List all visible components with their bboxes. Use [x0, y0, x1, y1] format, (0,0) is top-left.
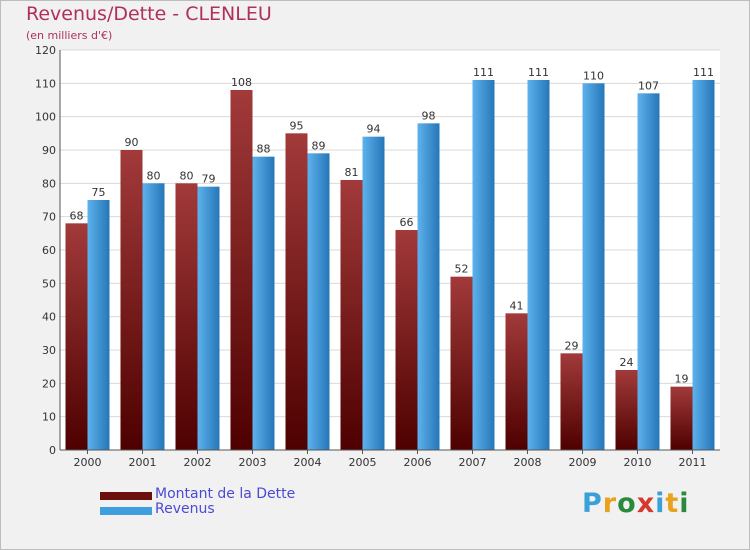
revenus-bar [527, 80, 550, 450]
y-tick-label: 120 [35, 44, 56, 57]
y-tick-label: 80 [42, 177, 56, 190]
proxiti-logo: Proxiti [582, 488, 690, 519]
revenus-bar [87, 200, 110, 450]
data-label: 79 [202, 173, 216, 186]
x-tick-label: 2008 [514, 456, 542, 469]
y-tick-label: 20 [42, 377, 56, 390]
x-tick-label: 2004 [294, 456, 322, 469]
revenus-bar [472, 80, 495, 450]
data-label: 75 [92, 186, 106, 199]
debt-bar [65, 223, 88, 450]
x-tick-label: 2003 [239, 456, 267, 469]
data-label: 24 [620, 356, 634, 369]
debt-bar [340, 180, 363, 450]
logo-letter: i [679, 488, 690, 519]
logo-letter: P [582, 488, 603, 519]
x-tick-label: 2010 [624, 456, 652, 469]
legend-label-revenus: Revenus [155, 501, 215, 517]
data-label: 19 [675, 373, 689, 386]
logo-letter: t [665, 488, 680, 519]
legend-swatch-debt [100, 492, 152, 500]
debt-bar [450, 276, 473, 450]
x-tick-label: 2005 [349, 456, 377, 469]
logo-letter: x [636, 488, 656, 519]
y-tick-label: 90 [42, 144, 56, 157]
revenus-bar [637, 93, 660, 450]
x-tick-label: 2007 [459, 456, 487, 469]
logo-letter: i [655, 488, 666, 519]
debt-bar [230, 90, 253, 450]
y-tick-label: 0 [49, 444, 56, 457]
revenus-bar [142, 183, 165, 451]
data-label: 108 [231, 76, 252, 89]
data-label: 66 [400, 216, 414, 229]
chart-title: Revenus/Dette - CLENLEU [26, 3, 272, 25]
x-tick-label: 2006 [404, 456, 432, 469]
data-label: 111 [528, 66, 549, 79]
data-label: 95 [290, 119, 304, 132]
y-tick-label: 70 [42, 211, 56, 224]
y-tick-label: 60 [42, 244, 56, 257]
y-tick-label: 110 [35, 77, 56, 90]
revenus-bar [197, 186, 220, 450]
legend-swatch-revenus [100, 507, 152, 515]
data-label: 29 [565, 339, 579, 352]
bars [65, 80, 715, 451]
x-tick-label: 2011 [679, 456, 707, 469]
y-tick-label: 50 [42, 277, 56, 290]
debt-bar [285, 133, 308, 451]
debt-bar [615, 370, 638, 450]
debt-bar [670, 386, 693, 450]
x-tick-label: 2009 [569, 456, 597, 469]
data-label: 111 [693, 66, 714, 79]
data-label: 52 [455, 263, 469, 276]
legend-label-debt: Montant de la Dette [155, 486, 296, 502]
debt-bar [505, 313, 528, 450]
revenus-bar [417, 123, 440, 450]
x-tick-label: 2002 [184, 456, 212, 469]
x-tick-label: 2000 [74, 456, 102, 469]
debt-bar [395, 230, 418, 450]
data-label: 41 [510, 299, 524, 312]
data-label: 107 [638, 79, 659, 92]
logo-letter: o [617, 488, 637, 519]
data-label: 80 [147, 169, 161, 182]
data-labels: 68 75 90 80 80 79 108 88 95 89 81 94 66 98 52 111 41 111 2… [70, 66, 715, 386]
y-tick-label: 100 [35, 111, 56, 124]
revenus-bar [582, 83, 605, 450]
revenus-bar [692, 80, 715, 450]
debt-bar [120, 150, 143, 450]
data-label: 89 [312, 139, 326, 152]
x-tick-label: 2001 [129, 456, 157, 469]
data-label: 111 [473, 66, 494, 79]
data-label: 88 [257, 143, 271, 156]
data-label: 98 [422, 109, 436, 122]
debt-bar [175, 183, 198, 451]
y-tick-label: 40 [42, 311, 56, 324]
data-label: 90 [125, 136, 139, 149]
y-tick-label: 30 [42, 344, 56, 357]
data-label: 81 [345, 166, 359, 179]
data-label: 110 [583, 69, 604, 82]
logo-letter: r [602, 488, 618, 519]
revenus-bar [307, 153, 330, 451]
data-label: 68 [70, 209, 84, 222]
y-tick-label: 10 [42, 411, 56, 424]
revenus-bar [252, 156, 275, 450]
axes: 0 10 20 30 40 50 60 70 80 90 100 110 120 2000 2001 2002… [35, 44, 720, 469]
revenus-bar [362, 136, 385, 450]
data-label: 80 [180, 169, 194, 182]
data-label: 94 [367, 123, 381, 136]
debt-bar [560, 353, 583, 450]
chart-subtitle: (en milliers d'€) [26, 29, 113, 42]
